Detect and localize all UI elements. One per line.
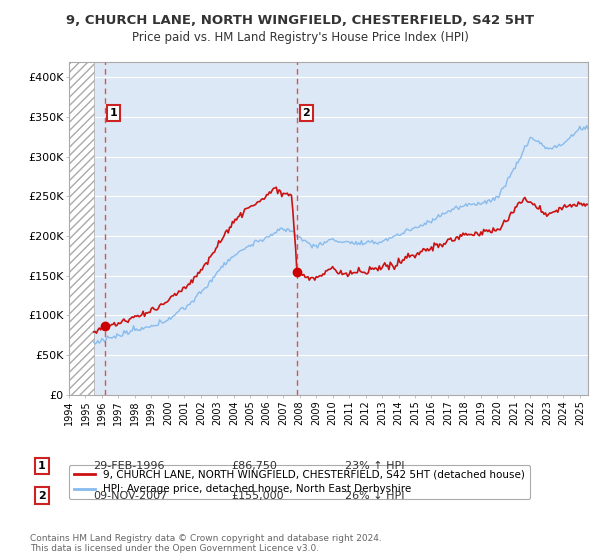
Text: 9, CHURCH LANE, NORTH WINGFIELD, CHESTERFIELD, S42 5HT: 9, CHURCH LANE, NORTH WINGFIELD, CHESTER… [66, 14, 534, 27]
Text: 1: 1 [38, 461, 46, 471]
Text: 1: 1 [110, 108, 117, 118]
Text: 2: 2 [38, 491, 46, 501]
Bar [69, 62, 94, 395]
Text: £86,750: £86,750 [231, 461, 277, 471]
Text: 2: 2 [302, 108, 310, 118]
Text: 26% ↓ HPI: 26% ↓ HPI [345, 491, 404, 501]
Text: £155,000: £155,000 [231, 491, 284, 501]
Text: 23% ↑ HPI: 23% ↑ HPI [345, 461, 404, 471]
Text: Contains HM Land Registry data © Crown copyright and database right 2024.
This d: Contains HM Land Registry data © Crown c… [30, 534, 382, 553]
Text: 09-NOV-2007: 09-NOV-2007 [93, 491, 167, 501]
Text: 29-FEB-1996: 29-FEB-1996 [93, 461, 164, 471]
Text: Price paid vs. HM Land Registry's House Price Index (HPI): Price paid vs. HM Land Registry's House … [131, 31, 469, 44]
Legend: 9, CHURCH LANE, NORTH WINGFIELD, CHESTERFIELD, S42 5HT (detached house), HPI: Av: 9, CHURCH LANE, NORTH WINGFIELD, CHESTER… [69, 465, 530, 500]
